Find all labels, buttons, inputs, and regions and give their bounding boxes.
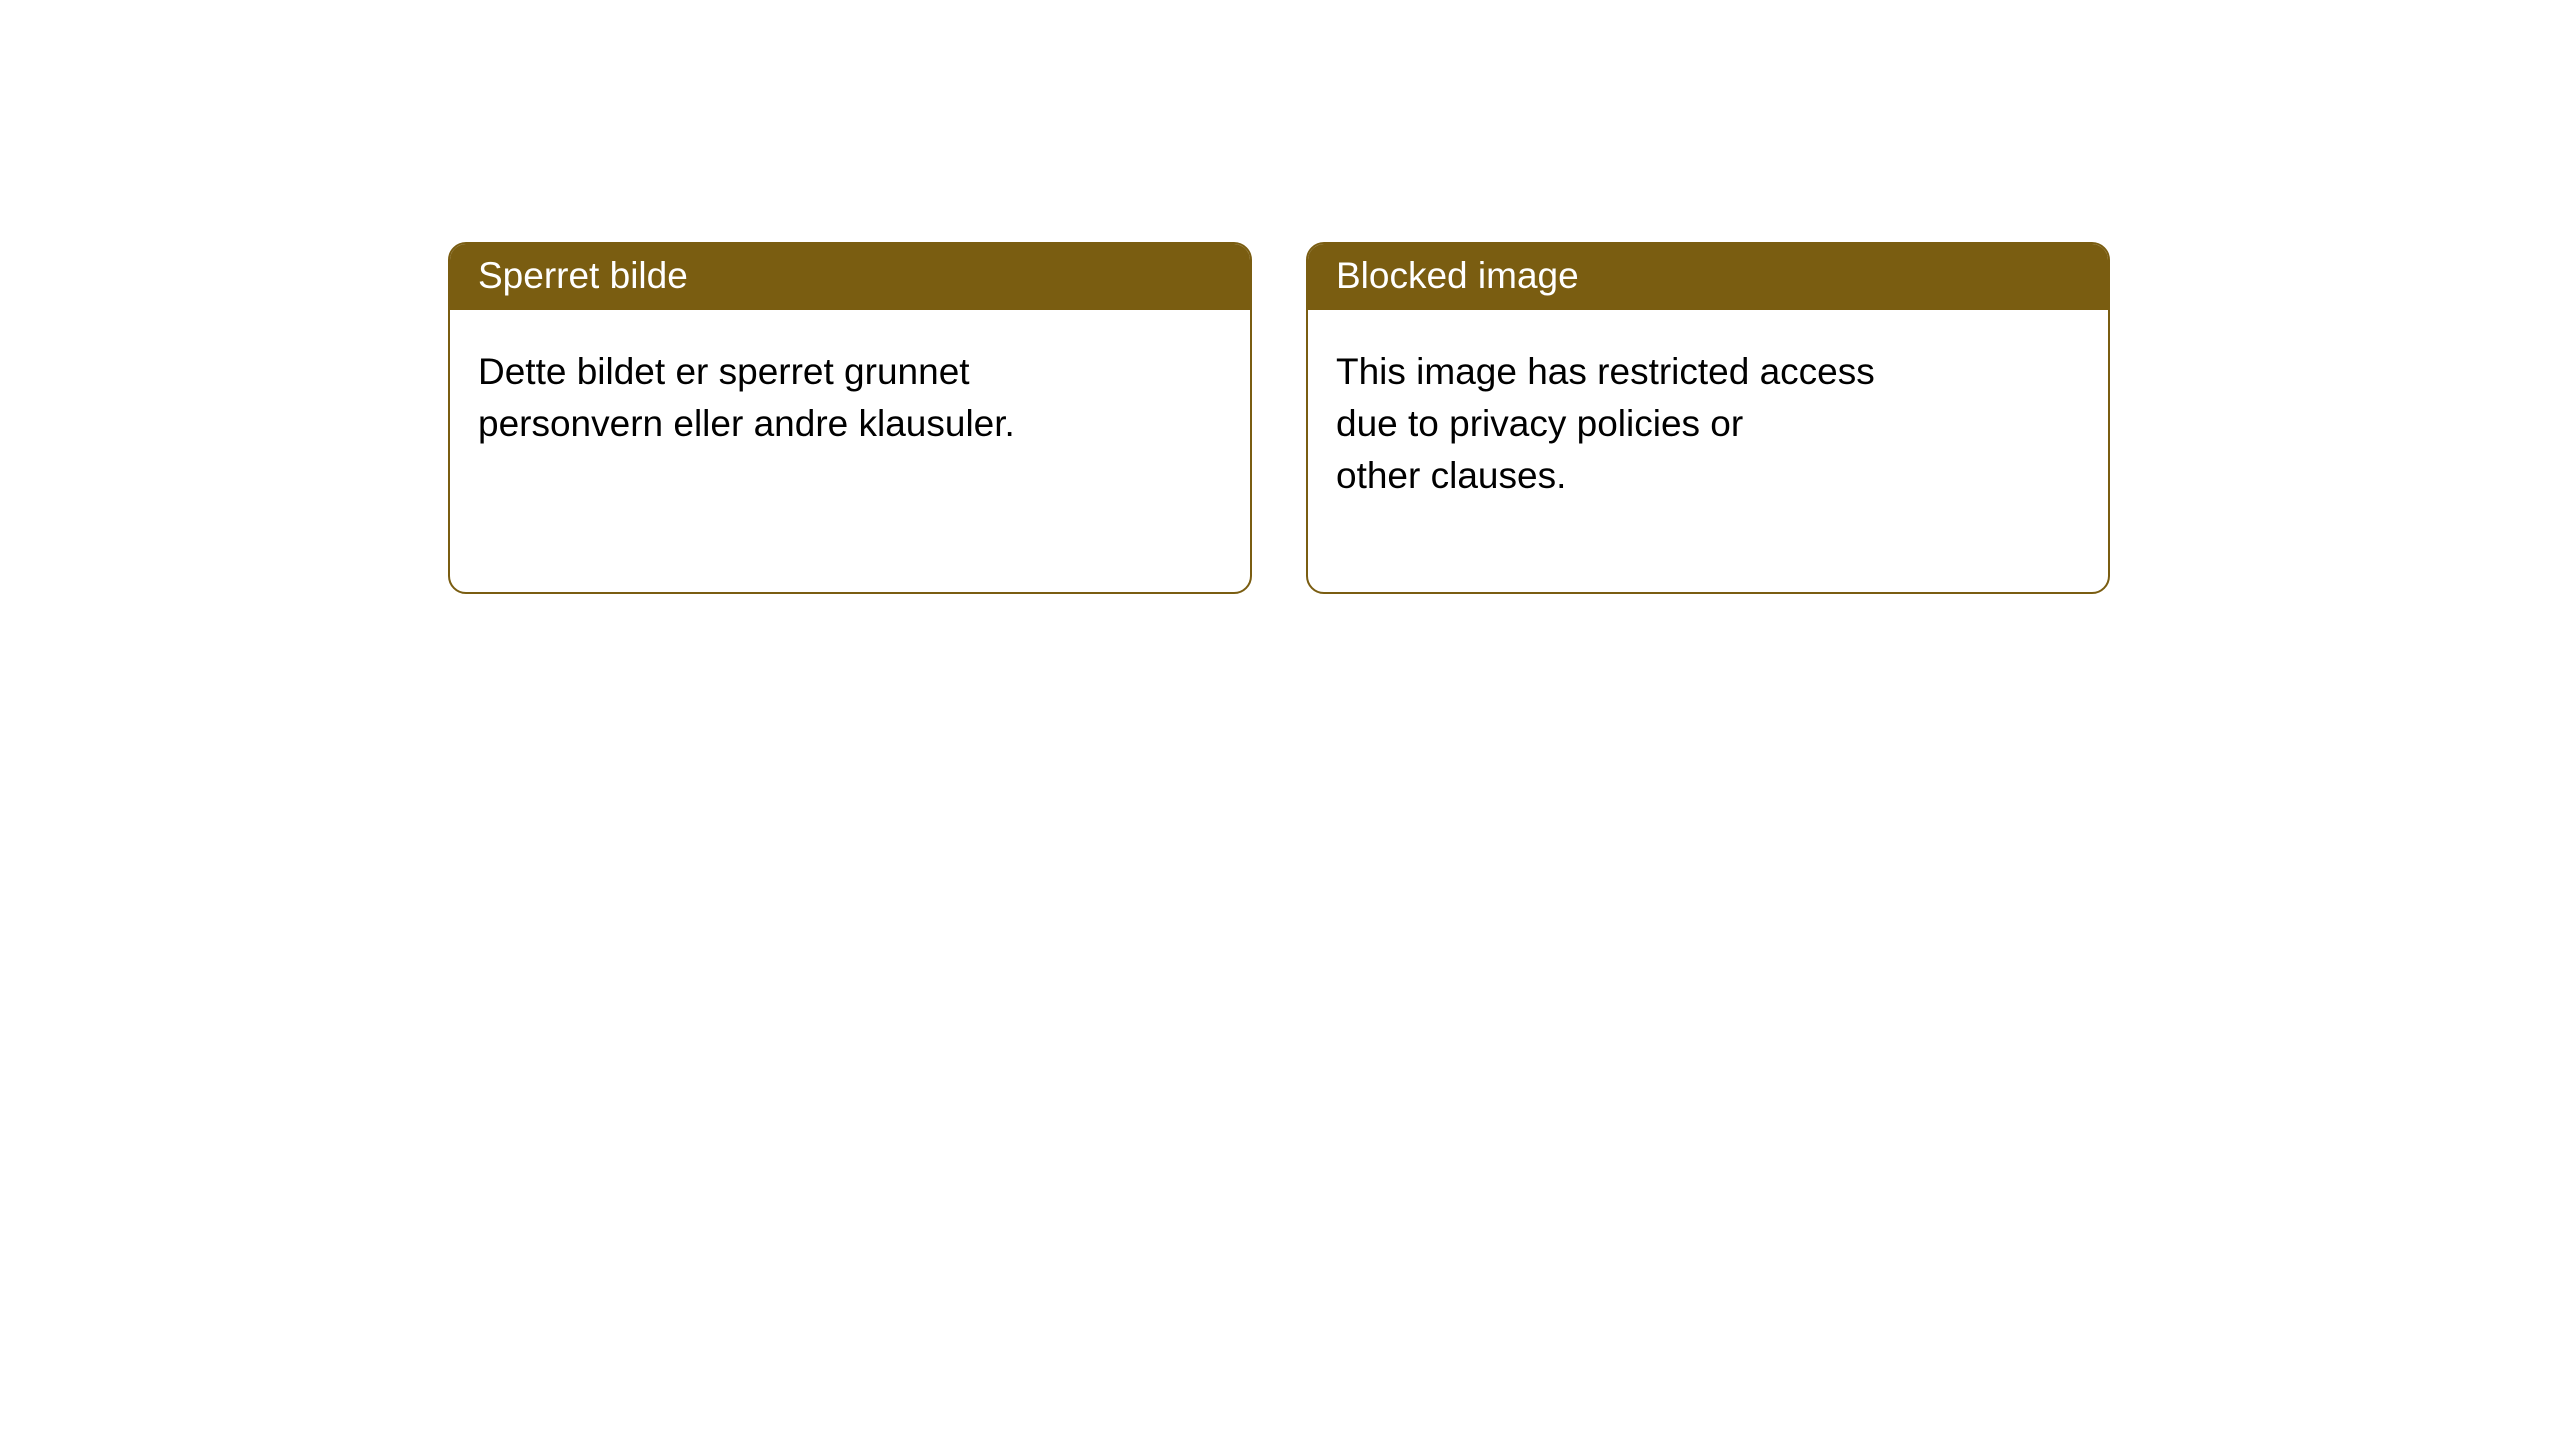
notice-title-norwegian: Sperret bilde: [450, 244, 1250, 310]
notice-title-english: Blocked image: [1308, 244, 2108, 310]
notice-card-norwegian: Sperret bilde Dette bildet er sperret gr…: [448, 242, 1252, 594]
notice-body-norwegian: Dette bildet er sperret grunnet personve…: [450, 310, 1250, 540]
notice-body-english: This image has restricted access due to …: [1308, 310, 2108, 591]
notice-card-english: Blocked image This image has restricted …: [1306, 242, 2110, 594]
notice-container: Sperret bilde Dette bildet er sperret gr…: [0, 0, 2560, 594]
